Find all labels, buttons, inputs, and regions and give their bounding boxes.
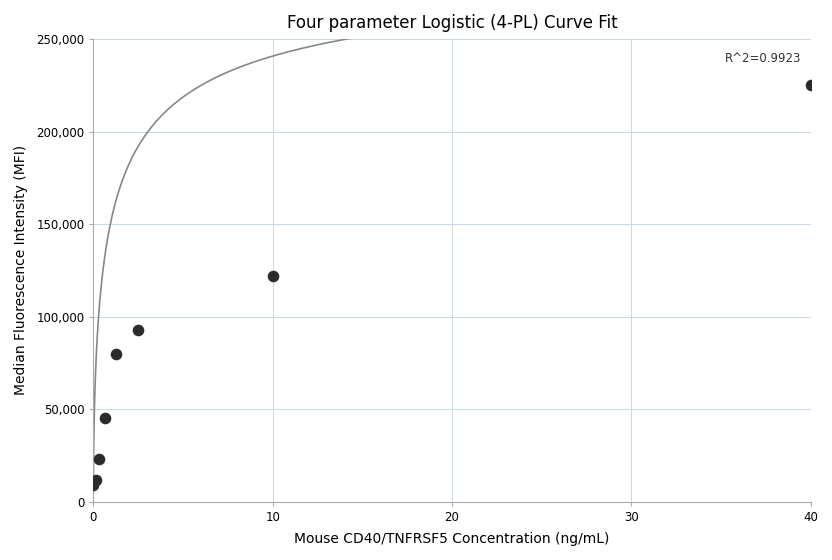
- Point: [87, 480, 100, 489]
- Point: [90, 475, 103, 484]
- X-axis label: Mouse CD40/TNFRSF5 Concentration (ng/mL): Mouse CD40/TNFRSF5 Concentration (ng/mL): [295, 532, 610, 546]
- Point: [131, 325, 145, 334]
- Point: [109, 349, 122, 358]
- Y-axis label: Median Fluorescence Intensity (MFI): Median Fluorescence Intensity (MFI): [14, 145, 28, 395]
- Point: [804, 81, 817, 90]
- Point: [266, 272, 280, 281]
- Title: Four parameter Logistic (4-PL) Curve Fit: Four parameter Logistic (4-PL) Curve Fit: [287, 14, 617, 32]
- Point: [98, 414, 111, 423]
- Text: R^2=0.9923: R^2=0.9923: [726, 52, 802, 65]
- Point: [92, 455, 106, 464]
